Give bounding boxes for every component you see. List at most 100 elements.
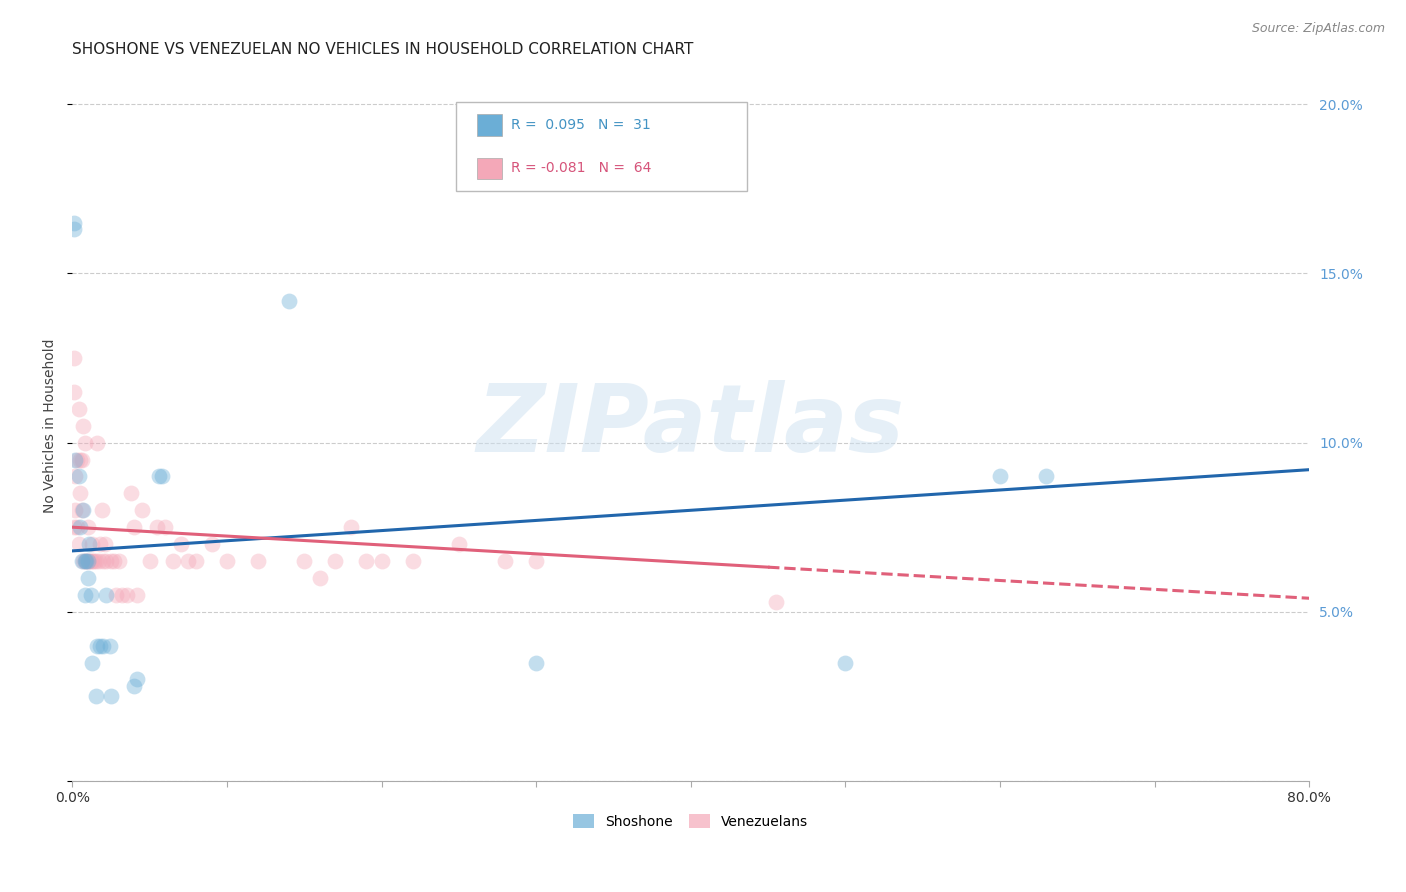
- Point: [65, 452, 87, 467]
- Point: [65, 469, 87, 483]
- Point: [98, 639, 121, 653]
- Point: [63, 216, 86, 230]
- Point: [150, 469, 173, 483]
- Point: [82, 656, 104, 670]
- Point: [169, 537, 191, 551]
- Point: [246, 554, 269, 568]
- Point: [91, 639, 114, 653]
- Point: [67, 401, 90, 416]
- Point: [370, 554, 392, 568]
- Point: [120, 486, 142, 500]
- Legend: Shoshone, Venezuelans: Shoshone, Venezuelans: [568, 808, 814, 834]
- Point: [153, 520, 176, 534]
- Text: R = -0.081   N =  64: R = -0.081 N = 64: [512, 161, 652, 176]
- Point: [1035, 469, 1057, 483]
- Point: [83, 554, 105, 568]
- Point: [72, 554, 94, 568]
- Point: [69, 486, 91, 500]
- Point: [76, 554, 98, 568]
- Point: [127, 588, 149, 602]
- Point: [177, 554, 200, 568]
- Point: [70, 452, 93, 467]
- Point: [76, 571, 98, 585]
- Point: [67, 537, 90, 551]
- Point: [70, 503, 93, 517]
- Point: [524, 656, 547, 670]
- Point: [73, 554, 96, 568]
- Point: [80, 588, 103, 602]
- Point: [73, 435, 96, 450]
- Point: [447, 537, 470, 551]
- Point: [86, 435, 108, 450]
- Point: [69, 520, 91, 534]
- Point: [215, 554, 238, 568]
- Point: [115, 588, 138, 602]
- Point: [122, 679, 145, 693]
- Point: [66, 520, 89, 534]
- Point: [111, 588, 134, 602]
- Point: [122, 520, 145, 534]
- Point: [84, 554, 107, 568]
- Point: [107, 554, 129, 568]
- Point: [82, 554, 104, 568]
- Point: [339, 520, 361, 534]
- Point: [100, 690, 122, 704]
- Text: SHOSHONE VS VENEZUELAN NO VEHICLES IN HOUSEHOLD CORRELATION CHART: SHOSHONE VS VENEZUELAN NO VEHICLES IN HO…: [72, 42, 693, 57]
- Point: [80, 554, 103, 568]
- Point: [89, 639, 111, 653]
- Point: [94, 537, 117, 551]
- Point: [524, 554, 547, 568]
- Point: [63, 222, 86, 236]
- Point: [494, 554, 516, 568]
- Point: [138, 554, 160, 568]
- Point: [104, 588, 127, 602]
- Text: R =  0.095   N =  31: R = 0.095 N = 31: [512, 118, 651, 132]
- Point: [63, 520, 86, 534]
- Point: [70, 554, 93, 568]
- Point: [162, 554, 184, 568]
- Point: [89, 537, 111, 551]
- Point: [84, 690, 107, 704]
- Point: [86, 639, 108, 653]
- Point: [72, 418, 94, 433]
- Point: [834, 656, 856, 670]
- Point: [75, 554, 97, 568]
- Point: [277, 293, 299, 308]
- Point: [96, 588, 118, 602]
- Point: [200, 537, 222, 551]
- Point: [354, 554, 377, 568]
- Text: ZIPatlas: ZIPatlas: [477, 380, 905, 472]
- Point: [146, 520, 169, 534]
- Y-axis label: No Vehicles in Household: No Vehicles in Household: [44, 338, 58, 513]
- Point: [76, 520, 98, 534]
- Point: [75, 554, 97, 568]
- Point: [127, 673, 149, 687]
- Point: [79, 537, 101, 551]
- FancyBboxPatch shape: [477, 158, 502, 179]
- Point: [72, 503, 94, 517]
- FancyBboxPatch shape: [456, 103, 747, 191]
- Point: [103, 554, 125, 568]
- Point: [79, 554, 101, 568]
- Point: [131, 503, 153, 517]
- Point: [73, 588, 96, 602]
- Point: [65, 503, 87, 517]
- Point: [91, 554, 114, 568]
- Point: [308, 571, 330, 585]
- Point: [87, 554, 110, 568]
- Point: [148, 469, 170, 483]
- Point: [63, 384, 86, 399]
- Point: [69, 452, 91, 467]
- Point: [184, 554, 207, 568]
- Point: [76, 554, 98, 568]
- Point: [90, 503, 112, 517]
- Point: [292, 554, 315, 568]
- Point: [401, 554, 423, 568]
- Point: [63, 351, 86, 365]
- Point: [323, 554, 346, 568]
- Point: [96, 554, 118, 568]
- Point: [82, 537, 104, 551]
- Point: [765, 594, 787, 608]
- Point: [66, 452, 89, 467]
- Point: [67, 469, 90, 483]
